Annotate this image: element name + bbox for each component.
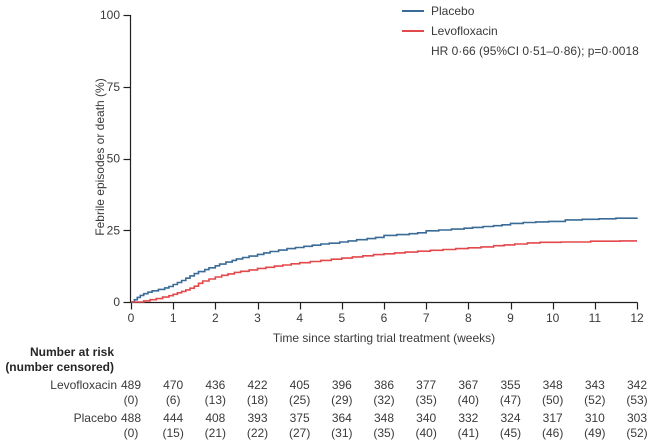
censored-cell: (15)	[162, 426, 184, 440]
x-tick-label: 9	[507, 311, 514, 325]
at-risk-cell: 470	[163, 378, 184, 392]
x-tick-label: 2	[212, 311, 219, 325]
x-tick-label: 3	[254, 311, 261, 325]
y-tick-label: 25	[107, 223, 121, 237]
at-risk-cell: 310	[584, 411, 605, 425]
at-risk-cell: 367	[458, 378, 479, 392]
at-risk-cell: 436	[205, 378, 226, 392]
at-risk-cell: 405	[289, 378, 310, 392]
censored-cell: (49)	[584, 426, 606, 440]
censored-cell: (40)	[457, 393, 479, 407]
at-risk-cell: 444	[163, 411, 184, 425]
y-tick-label: 50	[107, 152, 121, 166]
levofloxacin-line-swatch	[402, 30, 424, 32]
censored-cell: (22)	[246, 426, 269, 440]
at-risk-cell: 377	[416, 378, 437, 392]
censored-cell: (0)	[123, 426, 139, 440]
legend-label-placebo: Placebo	[431, 4, 475, 18]
x-tick-label: 0	[128, 311, 135, 325]
at-risk-cell: 375	[289, 411, 310, 425]
x-tick-label: 11	[589, 311, 602, 325]
censored-cell: (0)	[123, 393, 139, 407]
risk-row-label-levofloxacin: Levofloxacin	[50, 378, 117, 392]
x-tick-label: 6	[381, 311, 388, 325]
x-tick-label: 7	[423, 311, 430, 325]
placebo-line-swatch	[402, 10, 424, 12]
censored-cell: (6)	[165, 393, 181, 407]
censored-cell: (13)	[204, 393, 226, 407]
censored-cell: (21)	[204, 426, 226, 440]
y-tick-label: 100	[100, 8, 120, 22]
censored-cell: (18)	[246, 393, 269, 407]
at-risk-cell: 348	[373, 411, 395, 425]
at-risk-cell: 340	[416, 411, 437, 425]
censored-cell: (35)	[373, 426, 395, 440]
risk-table-header-line1: Number at risk	[29, 345, 114, 359]
at-risk-cell: 489	[120, 378, 142, 392]
legend-item-levofloxacin: Levofloxacin	[402, 21, 639, 41]
at-risk-cell: 317	[542, 411, 563, 425]
x-tick-label: 4	[296, 311, 303, 325]
at-risk-cell: 324	[500, 411, 521, 425]
censored-cell: (32)	[373, 393, 395, 407]
at-risk-cell: 386	[373, 378, 395, 392]
at-risk-cell: 393	[247, 411, 268, 425]
y-tick-label: 0	[113, 295, 120, 309]
x-axis-title: Time since starting trial treatment (wee…	[272, 331, 496, 345]
at-risk-cell: 408	[205, 411, 226, 425]
censored-cell: (40)	[415, 426, 437, 440]
y-tick-label: 75	[107, 80, 121, 94]
censored-cell: (31)	[331, 426, 353, 440]
censored-cell: (46)	[541, 426, 564, 440]
at-risk-cell: 396	[331, 378, 352, 392]
censored-cell: (52)	[626, 426, 648, 440]
at-risk-cell: 488	[120, 411, 142, 425]
censored-cell: (47)	[499, 393, 522, 407]
x-tick-label: 12	[630, 311, 644, 325]
at-risk-cell: 342	[626, 378, 648, 392]
legend-item-placebo: Placebo	[402, 1, 639, 21]
censored-cell: (52)	[584, 393, 606, 407]
censored-cell: (29)	[331, 393, 353, 407]
x-tick-label: 5	[338, 311, 345, 325]
x-tick-label: 1	[170, 311, 177, 325]
x-tick-label: 8	[465, 311, 472, 325]
censored-cell: (45)	[499, 426, 522, 440]
at-risk-cell: 355	[500, 378, 521, 392]
risk-table-header-line2: (number censored)	[5, 360, 114, 374]
at-risk-cell: 348	[542, 378, 563, 392]
censored-cell: (50)	[541, 393, 564, 407]
at-risk-cell: 343	[584, 378, 605, 392]
censored-cell: (25)	[288, 393, 311, 407]
censored-cell: (35)	[415, 393, 437, 407]
x-tick-label: 10	[546, 311, 560, 325]
censored-cell: (27)	[288, 426, 311, 440]
legend: Placebo Levofloxacin HR 0·66 (95%CI 0·51…	[402, 1, 639, 61]
legend-label-levofloxacin: Levofloxacin	[431, 24, 498, 38]
series-path-placebo	[131, 217, 638, 303]
y-axis-title: Febrile episodes or death (%)	[93, 78, 107, 236]
at-risk-cell: 332	[458, 411, 479, 425]
at-risk-cell: 364	[331, 411, 352, 425]
risk-row-label-placebo: Placebo	[73, 411, 117, 425]
censored-cell: (41)	[457, 426, 479, 440]
censored-cell: (53)	[626, 393, 648, 407]
at-risk-cell: 422	[247, 378, 268, 392]
at-risk-cell: 303	[626, 411, 648, 425]
hazard-ratio-annotation: HR 0·66 (95%CI 0·51–0·86); p=0·0018	[431, 44, 639, 58]
series-path-levofloxacin	[131, 240, 637, 303]
